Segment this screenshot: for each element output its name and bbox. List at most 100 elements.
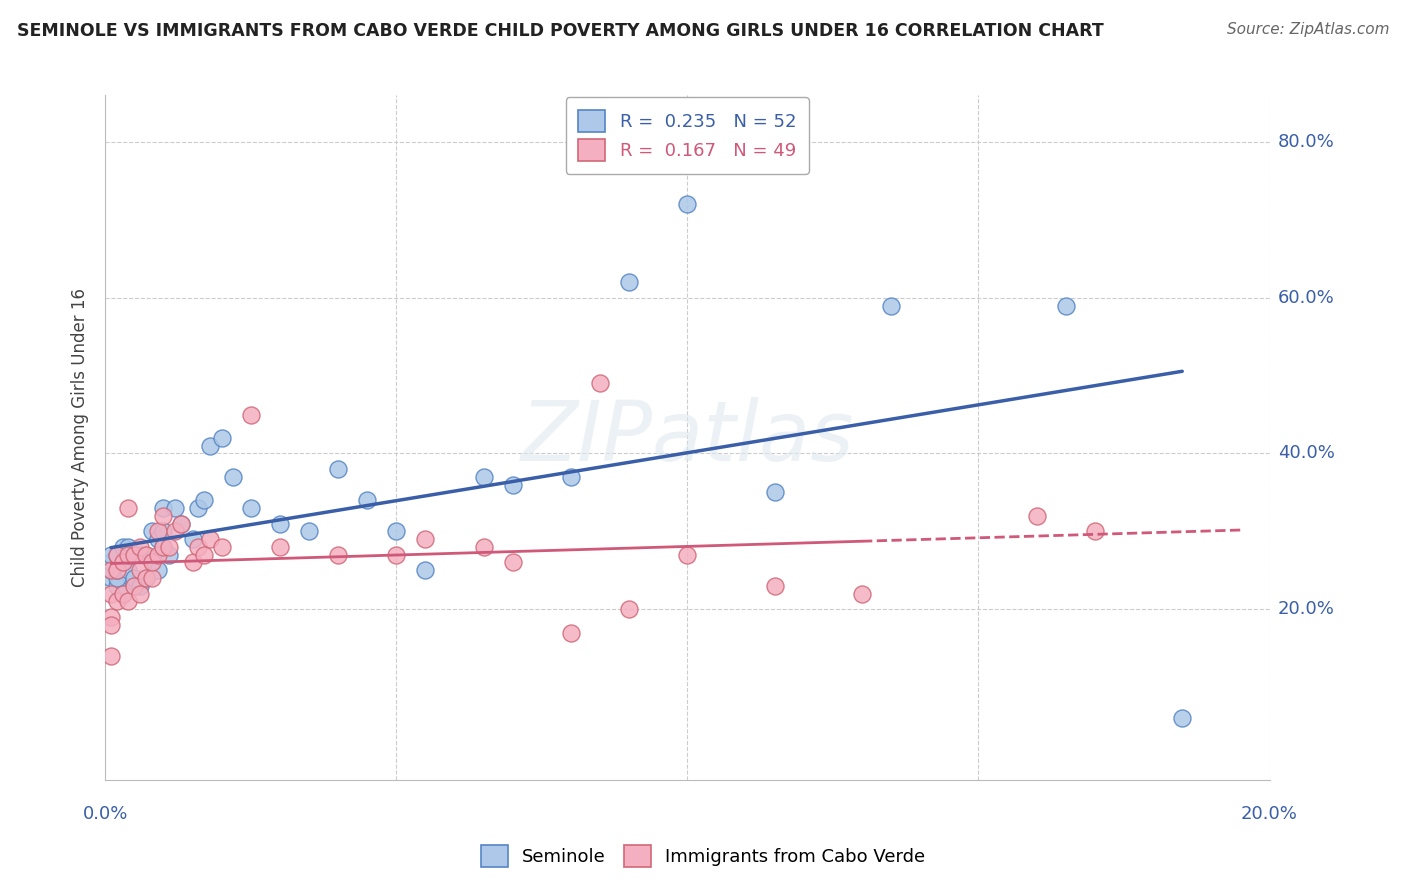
- Point: [763, 485, 786, 500]
- Point: [1084, 524, 1107, 539]
- Point: [146, 532, 169, 546]
- Point: [193, 548, 215, 562]
- Point: [146, 548, 169, 562]
- Point: [129, 563, 152, 577]
- Point: [385, 524, 408, 539]
- Text: 20.0%: 20.0%: [1278, 600, 1334, 618]
- Point: [181, 532, 204, 546]
- Legend: R =  0.235   N = 52, R =  0.167   N = 49: R = 0.235 N = 52, R = 0.167 N = 49: [565, 97, 808, 174]
- Point: [117, 594, 139, 608]
- Point: [141, 571, 163, 585]
- Point: [502, 477, 524, 491]
- Y-axis label: Child Poverty Among Girls Under 16: Child Poverty Among Girls Under 16: [72, 288, 89, 587]
- Point: [111, 556, 134, 570]
- Point: [124, 571, 146, 585]
- Point: [187, 500, 209, 515]
- Point: [111, 556, 134, 570]
- Point: [170, 516, 193, 531]
- Point: [170, 516, 193, 531]
- Point: [105, 571, 128, 585]
- Point: [124, 548, 146, 562]
- Point: [100, 648, 122, 663]
- Point: [100, 563, 122, 577]
- Point: [105, 548, 128, 562]
- Point: [117, 500, 139, 515]
- Text: Source: ZipAtlas.com: Source: ZipAtlas.com: [1226, 22, 1389, 37]
- Point: [356, 493, 378, 508]
- Point: [111, 586, 134, 600]
- Point: [198, 532, 221, 546]
- Point: [146, 524, 169, 539]
- Point: [211, 431, 233, 445]
- Point: [239, 408, 262, 422]
- Point: [560, 470, 582, 484]
- Point: [181, 556, 204, 570]
- Point: [415, 563, 437, 577]
- Point: [129, 586, 152, 600]
- Point: [239, 500, 262, 515]
- Point: [135, 571, 157, 585]
- Point: [385, 548, 408, 562]
- Text: ZIPatlas: ZIPatlas: [520, 397, 855, 478]
- Point: [117, 540, 139, 554]
- Text: 80.0%: 80.0%: [1278, 133, 1334, 151]
- Point: [472, 540, 495, 554]
- Point: [111, 540, 134, 554]
- Point: [105, 548, 128, 562]
- Point: [135, 571, 157, 585]
- Point: [100, 617, 122, 632]
- Text: 60.0%: 60.0%: [1278, 289, 1334, 307]
- Point: [100, 571, 122, 585]
- Point: [851, 586, 873, 600]
- Point: [129, 540, 152, 554]
- Point: [326, 548, 349, 562]
- Point: [415, 532, 437, 546]
- Point: [129, 579, 152, 593]
- Point: [617, 275, 640, 289]
- Point: [763, 579, 786, 593]
- Point: [1025, 508, 1047, 523]
- Point: [560, 625, 582, 640]
- Point: [880, 299, 903, 313]
- Point: [152, 540, 174, 554]
- Point: [165, 524, 187, 539]
- Text: 20.0%: 20.0%: [1241, 805, 1298, 823]
- Point: [1054, 299, 1077, 313]
- Point: [152, 524, 174, 539]
- Point: [269, 540, 291, 554]
- Point: [211, 540, 233, 554]
- Point: [111, 586, 134, 600]
- Point: [135, 548, 157, 562]
- Point: [105, 579, 128, 593]
- Point: [135, 548, 157, 562]
- Point: [124, 579, 146, 593]
- Point: [269, 516, 291, 531]
- Point: [298, 524, 321, 539]
- Point: [617, 602, 640, 616]
- Point: [676, 548, 699, 562]
- Point: [152, 540, 174, 554]
- Point: [676, 197, 699, 211]
- Point: [1171, 711, 1194, 725]
- Point: [326, 462, 349, 476]
- Point: [141, 524, 163, 539]
- Point: [100, 556, 122, 570]
- Point: [193, 493, 215, 508]
- Point: [141, 556, 163, 570]
- Point: [100, 586, 122, 600]
- Point: [100, 563, 122, 577]
- Text: 40.0%: 40.0%: [1278, 444, 1334, 462]
- Point: [105, 594, 128, 608]
- Point: [129, 548, 152, 562]
- Point: [124, 548, 146, 562]
- Point: [502, 556, 524, 570]
- Point: [105, 563, 128, 577]
- Point: [157, 548, 180, 562]
- Point: [141, 556, 163, 570]
- Point: [198, 439, 221, 453]
- Point: [117, 548, 139, 562]
- Text: SEMINOLE VS IMMIGRANTS FROM CABO VERDE CHILD POVERTY AMONG GIRLS UNDER 16 CORREL: SEMINOLE VS IMMIGRANTS FROM CABO VERDE C…: [17, 22, 1104, 40]
- Point: [152, 500, 174, 515]
- Point: [187, 540, 209, 554]
- Point: [222, 470, 245, 484]
